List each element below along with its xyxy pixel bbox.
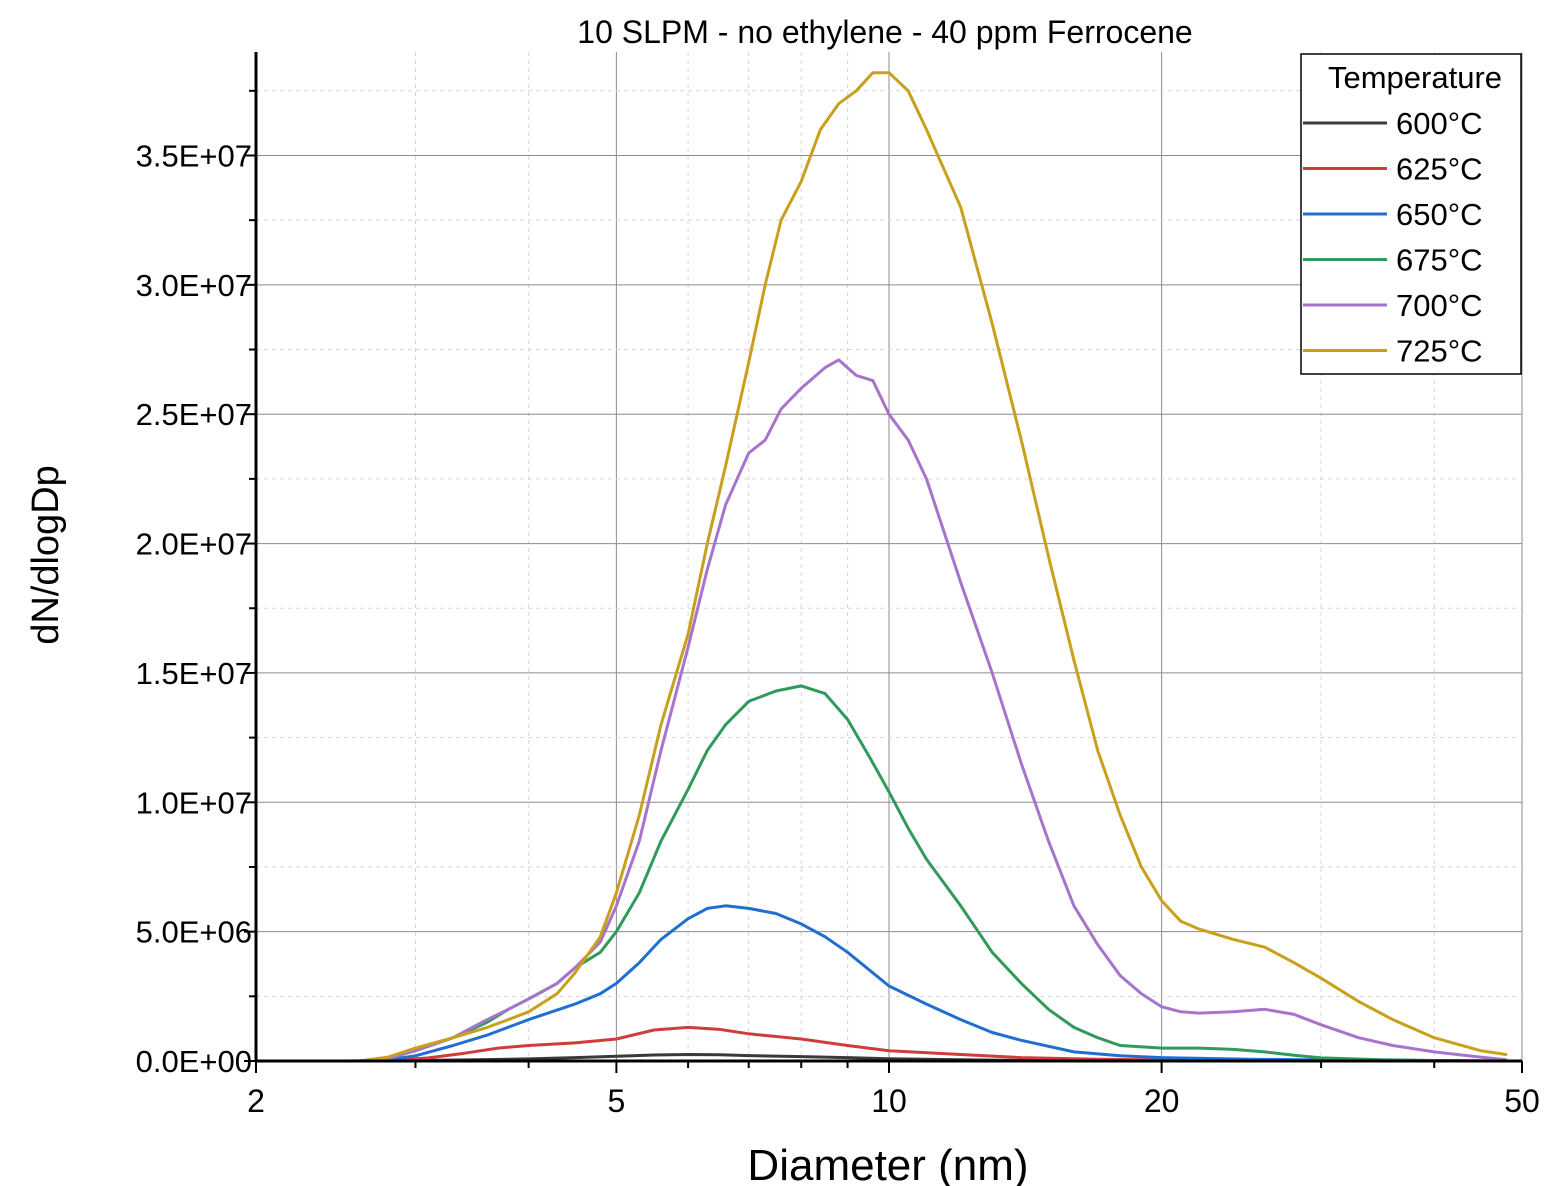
- axes: 2 5 10 20 50 0.0E+00 5.0E+06 1.0E+07 1.5E+07 2.0E…: [136, 52, 1540, 1119]
- chart-title: 10 SLPM - no ethylene - 40 ppm Ferrocene: [577, 14, 1192, 50]
- y-tick-label: 5.0E+06: [136, 915, 252, 950]
- y-tick-label: 0.0E+00: [136, 1044, 252, 1079]
- x-tick-label: 20: [1144, 1083, 1180, 1119]
- y-tick-label: 3.0E+07: [136, 268, 252, 303]
- y-axis-label: dN/dlogDp: [25, 465, 67, 645]
- legend: Temperature 600°C 625°C 650°C 675°C 700°C 725°…: [1300, 53, 1522, 375]
- legend-label: 725°C: [1396, 334, 1483, 369]
- y-tick-label: 2.5E+07: [136, 397, 252, 432]
- y-tick-label: 1.5E+07: [136, 656, 252, 691]
- x-tick-label: 2: [247, 1083, 265, 1119]
- x-axis-label: Diameter (nm): [747, 1141, 1028, 1186]
- series-line: [254, 684, 1508, 1063]
- y-tick-label: 1.0E+07: [136, 785, 252, 820]
- legend-label: 600°C: [1396, 106, 1483, 141]
- legend-label: 625°C: [1396, 152, 1483, 187]
- series-line: [254, 904, 1508, 1063]
- series-line: [254, 71, 1508, 1063]
- x-tick-label: 50: [1504, 1083, 1540, 1119]
- x-tick-label: 5: [607, 1083, 625, 1119]
- legend-label: 650°C: [1396, 197, 1483, 232]
- x-tick-label: 10: [871, 1083, 907, 1119]
- series-line: [254, 358, 1508, 1063]
- y-tick-label: 2.0E+07: [136, 527, 252, 562]
- y-tick-label: 3.5E+07: [136, 138, 252, 173]
- series-line: [254, 1025, 1508, 1063]
- legend-label: 675°C: [1396, 243, 1483, 278]
- legend-label: 700°C: [1396, 288, 1483, 323]
- legend-title: Temperature: [1328, 60, 1502, 95]
